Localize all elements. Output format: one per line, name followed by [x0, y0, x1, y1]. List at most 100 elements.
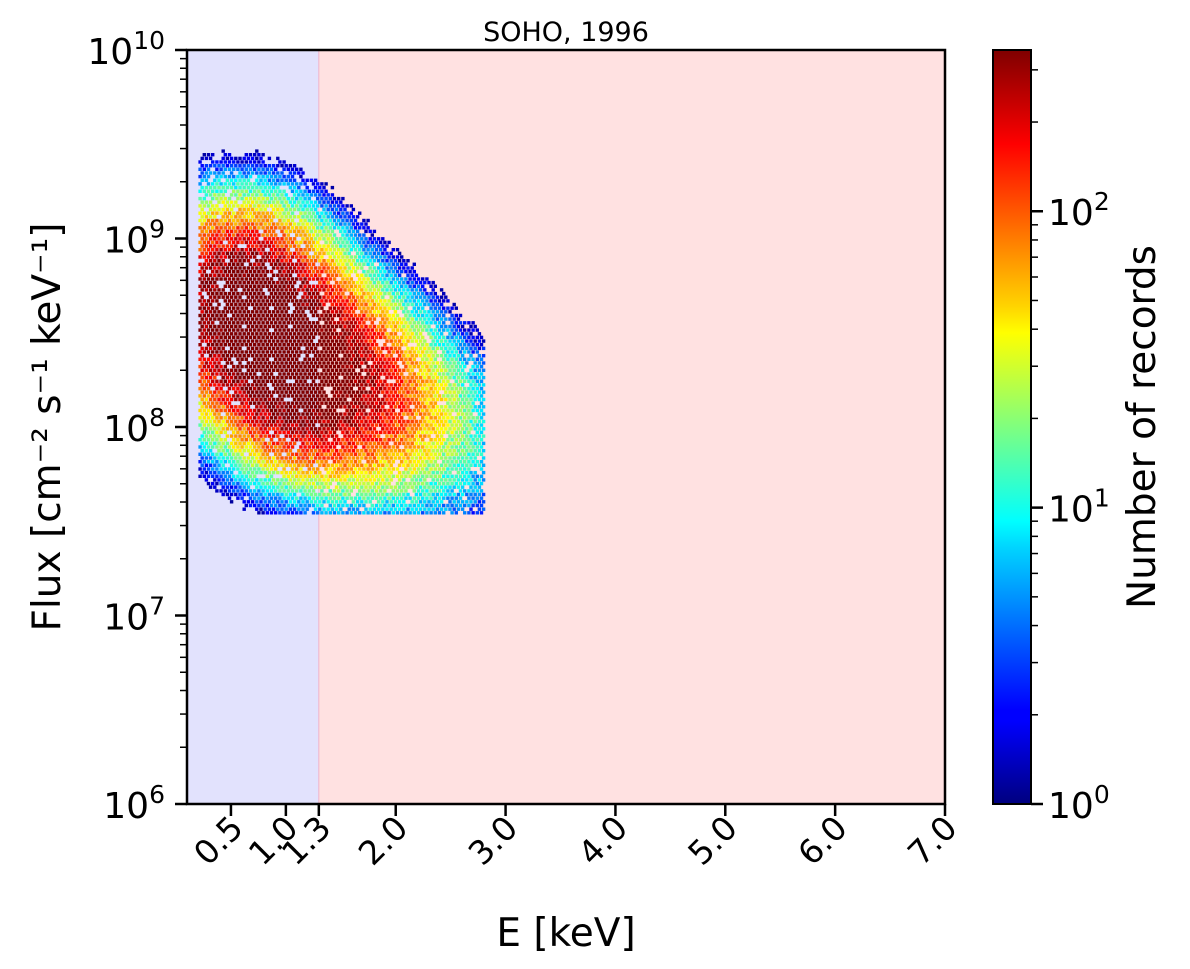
hexbin-cell [282, 299, 286, 303]
hexbin-cell [311, 343, 316, 347]
hexbin-cell [452, 361, 456, 365]
hexbin-cell [479, 379, 484, 383]
hexbin-cell [337, 218, 341, 223]
hexbin-cell [355, 244, 360, 248]
hexbin-cell [301, 449, 305, 453]
hexbin-cell [309, 419, 314, 424]
hexbin-cell [269, 350, 274, 354]
hexbin-cell [358, 277, 362, 281]
hexbin-cell [437, 481, 442, 486]
hexbin-cell [292, 251, 297, 256]
hexbin-cell [208, 456, 213, 460]
hexbin-cell [374, 277, 379, 281]
hexbin-cell [232, 248, 236, 252]
hexbin-cell [208, 397, 213, 402]
hexbin-cell [458, 489, 463, 493]
hexbin-cell [343, 288, 347, 292]
hexbin-cell [353, 321, 358, 325]
hexbin-cell [229, 463, 234, 467]
hexbin-cell [320, 299, 324, 303]
hexbin-cell [263, 164, 267, 168]
hexbin-cell [385, 470, 389, 475]
hexbin-cell [383, 416, 387, 420]
hexbin-cell [353, 474, 358, 478]
hexbin-cell [326, 456, 330, 460]
hexbin-cell [379, 299, 383, 303]
hexbin-cell [450, 481, 454, 486]
hexbin-cell [238, 485, 242, 489]
hexbin-cell [393, 427, 398, 431]
hexbin-cell [387, 269, 391, 274]
hexbin-cell [257, 481, 261, 486]
hexbin-cell [421, 321, 425, 325]
hexbin-cell [271, 412, 276, 416]
hexbin-cell [223, 408, 227, 413]
hexbin-cell [282, 291, 286, 296]
hexbin-cell [458, 321, 463, 325]
hexbin-cell [223, 313, 227, 318]
hexbin-cell [240, 401, 244, 405]
hexbin-cell [454, 313, 458, 318]
hexbin-cell [463, 430, 467, 435]
hexbin-cell [288, 390, 293, 394]
hexbin-cell [389, 259, 393, 263]
hexbin-cell [439, 427, 444, 431]
hexbin-cell [439, 492, 444, 497]
hexbin-cell [328, 226, 332, 230]
hexbin-cell [286, 496, 290, 500]
hexbin-cell [439, 332, 444, 336]
hexbin-cell [282, 321, 286, 325]
hexbin-cell [316, 211, 320, 215]
hexbin-cell [330, 478, 335, 482]
hexbin-cell [240, 269, 244, 274]
hexbin-cell [379, 386, 383, 391]
hexbin-cell [460, 368, 465, 372]
hexbin-cell [200, 390, 204, 394]
hexbin-cell [240, 248, 244, 252]
hexbin-cell [292, 361, 297, 365]
hexbin-cell [301, 171, 305, 175]
hexbin-cell [257, 386, 261, 391]
hexbin-cell [278, 335, 282, 340]
hexbin-cell [278, 255, 282, 259]
hexbin-cell [423, 463, 427, 467]
hexbin-cell [290, 335, 295, 340]
hexbin-cell [253, 153, 257, 157]
hexbin-cell [316, 401, 320, 405]
hexbin-cell [223, 182, 227, 186]
hexbin-cell [261, 401, 265, 405]
hexbin-cell [330, 332, 335, 336]
hexbin-cell [326, 375, 330, 380]
hexbin-cell [217, 427, 221, 431]
hexbin-cell [444, 295, 448, 299]
hexbin-cell [364, 251, 368, 256]
hexbin-cell [355, 280, 360, 285]
hexbin-cell [458, 357, 463, 361]
hexbin-cell [389, 324, 393, 329]
hexbin-cell [332, 233, 337, 237]
hexbin-cell [255, 419, 259, 424]
hexbin-cell [217, 361, 221, 365]
hexbin-cell [324, 467, 328, 471]
hexbin-cell [255, 354, 259, 358]
hexbin-cell [355, 302, 360, 307]
hexbin-cell [232, 233, 236, 237]
hexbin-cell [316, 204, 320, 208]
hexbin-cell [295, 196, 299, 201]
hexbin-cell [408, 423, 412, 427]
hexbin-cell [446, 489, 450, 493]
hexbin-cell [328, 335, 332, 340]
hexbin-cell [345, 401, 349, 405]
hexbin-cell [303, 313, 307, 318]
hexbin-cell [320, 460, 324, 464]
hexbin-cell [311, 467, 316, 471]
hexbin-cell [379, 481, 383, 486]
hexbin-cell [219, 460, 223, 464]
hexbin-cell [387, 350, 391, 354]
hexbin-cell [253, 204, 257, 208]
hexbin-cell [288, 237, 293, 241]
hexbin-cell [288, 375, 293, 380]
hexbin-cell [229, 295, 234, 299]
hexbin-cell [368, 339, 372, 343]
hexbin-cell [253, 343, 257, 347]
